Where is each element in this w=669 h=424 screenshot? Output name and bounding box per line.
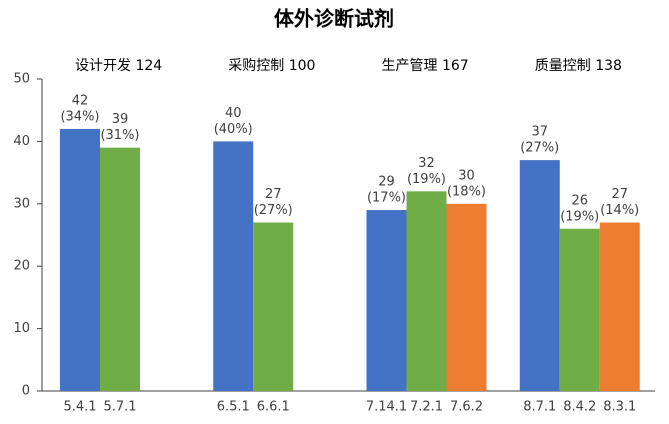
share-label: (14%) (600, 203, 639, 218)
value-label: 27 (611, 187, 628, 202)
share-label: (34%) (60, 109, 99, 124)
bar (253, 222, 294, 391)
x-tick-label: 7.6.2 (450, 400, 483, 415)
value-label: 32 (418, 156, 435, 171)
share-label: (19%) (560, 209, 599, 224)
share-label: (31%) (100, 128, 139, 143)
bar (446, 203, 487, 391)
value-label: 26 (571, 193, 588, 208)
x-tick-label: 6.5.1 (217, 400, 250, 415)
bar (406, 191, 447, 391)
x-tick-label: 6.6.1 (257, 400, 290, 415)
chart-title: 体外诊断试剂 (274, 7, 394, 31)
y-tick-label: 30 (13, 196, 30, 211)
share-label: (18%) (447, 184, 486, 199)
value-label: 29 (378, 175, 395, 190)
share-label: (27%) (254, 203, 293, 218)
share-label: (27%) (520, 141, 559, 156)
value-label: 40 (225, 106, 242, 121)
x-tick-label: 7.14.1 (366, 400, 407, 415)
y-tick-label: 0 (22, 384, 30, 399)
y-tick-label: 20 (13, 259, 30, 274)
x-tick-label: 5.4.1 (63, 400, 96, 415)
bar (100, 147, 140, 391)
share-label: (40%) (214, 122, 253, 137)
group-label: 设计开发 124 (75, 58, 162, 74)
y-tick-label: 50 (13, 72, 30, 87)
bar (559, 228, 600, 391)
bar (519, 160, 560, 391)
value-label: 42 (72, 93, 89, 108)
group-label: 生产管理 167 (382, 58, 469, 74)
group-label: 采购控制 100 (228, 58, 315, 74)
y-tick-label: 40 (13, 134, 30, 149)
group-label: 质量控制 138 (535, 58, 622, 74)
bar (213, 141, 254, 391)
bar (60, 128, 100, 392)
y-tick-label: 10 (13, 321, 30, 336)
share-label: (19%) (407, 172, 446, 187)
share-label: (17%) (367, 191, 406, 206)
value-label: 39 (112, 112, 129, 127)
x-tick-label: 8.4.2 (563, 400, 596, 415)
x-tick-label: 7.2.1 (410, 400, 443, 415)
bar (366, 210, 407, 391)
bar (599, 222, 640, 391)
x-tick-label: 5.7.1 (103, 400, 136, 415)
x-tick-label: 8.3.1 (603, 400, 636, 415)
value-label: 27 (265, 187, 282, 202)
value-label: 37 (531, 125, 548, 140)
value-label: 30 (458, 168, 475, 183)
x-tick-label: 8.7.1 (523, 400, 556, 415)
